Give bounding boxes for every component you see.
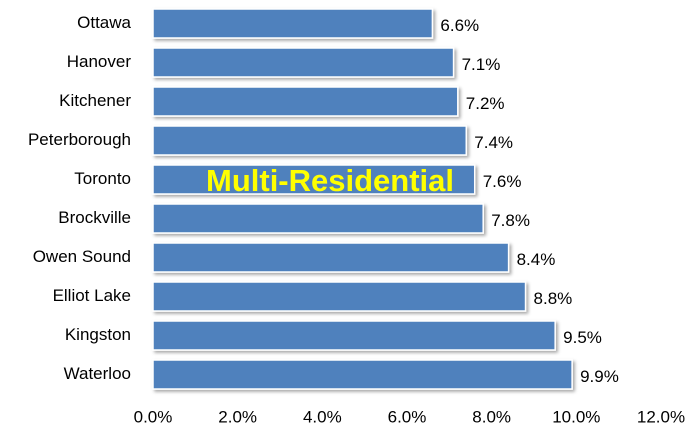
bar (152, 281, 527, 312)
y-tick-label: Brockville (58, 208, 131, 227)
x-tick-label: 0.0% (134, 407, 173, 426)
x-tick-label: 10.0% (552, 407, 600, 426)
bar (152, 125, 468, 156)
bar (152, 242, 510, 273)
y-tick-label: Kingston (65, 325, 131, 344)
y-tick-label: Waterloo (64, 364, 131, 383)
y-tick-label: Elliot Lake (53, 286, 131, 305)
x-tick-label: 6.0% (388, 407, 427, 426)
value-label: 7.6% (483, 172, 522, 191)
bar (152, 47, 455, 78)
x-tick-label: 8.0% (472, 407, 511, 426)
x-tick-label: 12.0% (637, 407, 685, 426)
value-label: 7.4% (474, 133, 513, 152)
value-label: 9.9% (580, 367, 619, 386)
annotation: Multi-Residential (206, 163, 454, 198)
y-tick-label: Kitchener (59, 91, 131, 110)
bar (152, 320, 556, 351)
bar (152, 203, 484, 234)
bar (152, 164, 476, 195)
y-tick-label: Owen Sound (33, 247, 131, 266)
bar (152, 8, 434, 39)
value-label: 9.5% (563, 328, 602, 347)
value-label: 7.2% (466, 94, 505, 113)
value-label: 7.8% (491, 211, 530, 230)
bar (152, 359, 573, 390)
y-tick-label: Toronto (74, 169, 131, 188)
value-label: 7.1% (462, 55, 501, 74)
value-label: 8.4% (517, 250, 556, 269)
x-tick-label: 2.0% (218, 407, 257, 426)
value-label: 8.8% (534, 289, 573, 308)
x-tick-label: 4.0% (303, 407, 342, 426)
y-tick-label: Ottawa (77, 13, 131, 32)
y-tick-label: Peterborough (28, 130, 131, 149)
bar (152, 86, 459, 117)
value-label: 6.6% (440, 16, 479, 35)
y-tick-label: Hanover (67, 52, 132, 71)
